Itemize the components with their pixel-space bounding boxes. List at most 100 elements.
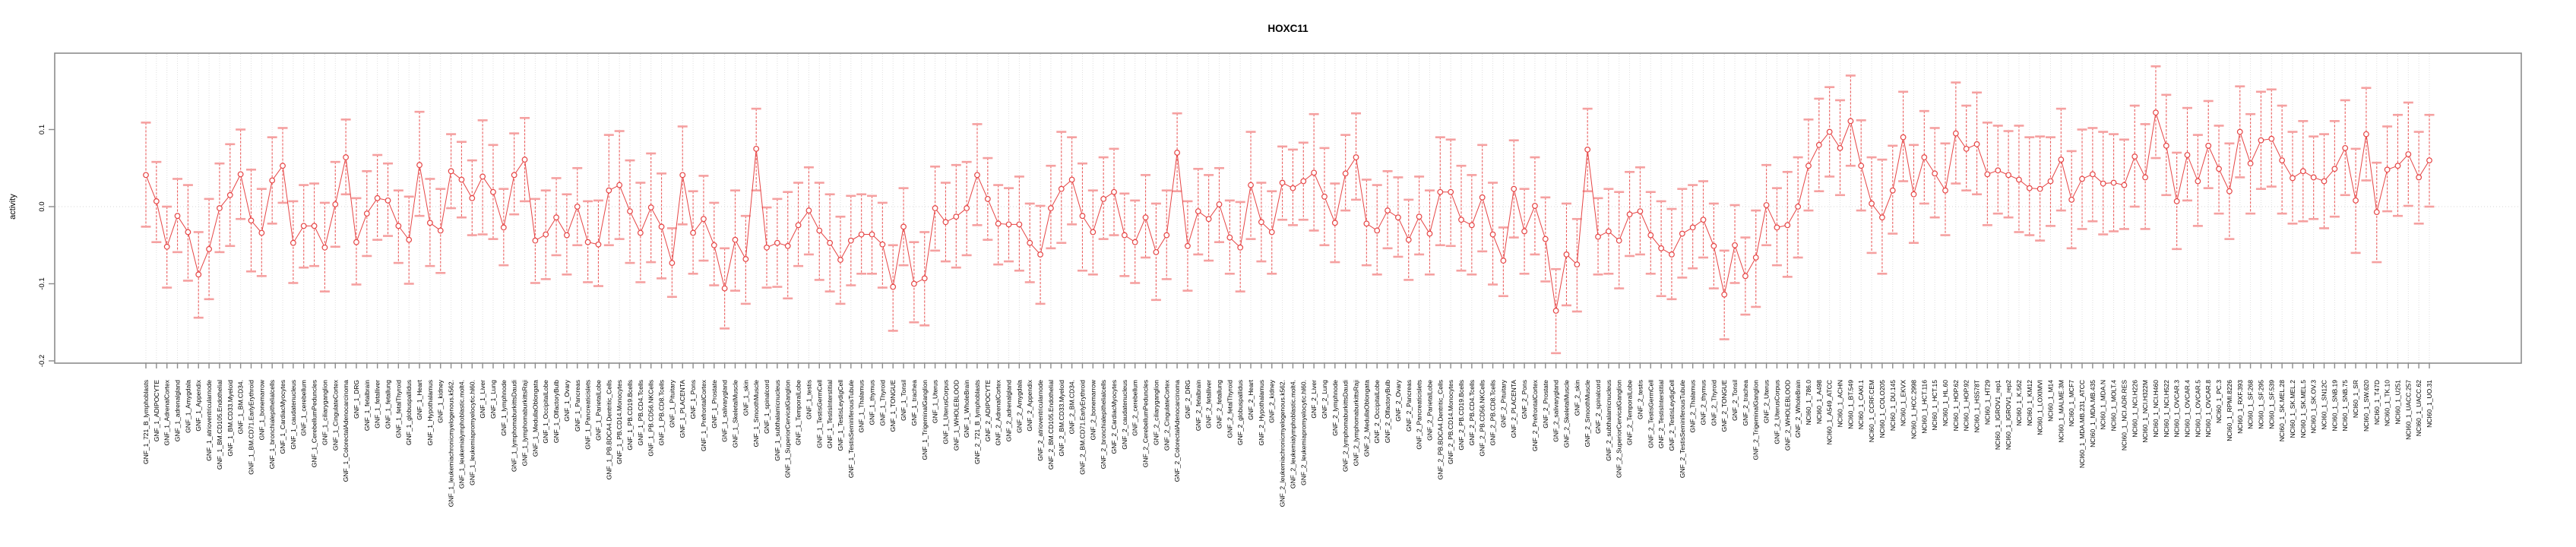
data-point: [1637, 208, 1644, 214]
x-tick-label: NCI60_1_NCI.ADR.RES: [2120, 380, 2128, 451]
x-tick-label: GNF_2_CerebellumPeduncles: [1142, 380, 1150, 467]
x-tick-label: GNF_1_OlfactoryBulb: [552, 380, 560, 443]
x-tick-label: GNF_1_PLACENTA: [679, 380, 686, 438]
y-tick-label: -0.2: [38, 355, 46, 367]
x-tick-label: GNF_2_skin: [1573, 380, 1581, 416]
x-tick-label: GNF_2_TestisInterstitial: [1657, 380, 1665, 448]
x-tick-label: NCI60_1_SK.MEL.5: [2299, 380, 2307, 438]
data-point: [437, 227, 444, 234]
data-point: [521, 157, 528, 163]
data-point: [816, 227, 823, 234]
data-point: [879, 241, 886, 248]
data-point: [2373, 209, 2380, 216]
x-tick-label: GNF_2_SkeletalMuscle: [1562, 380, 1570, 448]
data-point: [1185, 242, 1191, 249]
data-point: [1195, 208, 1201, 214]
x-tick-label: GNF_2_Liver: [1310, 380, 1318, 419]
x-tick-label: GNF_1_caudatenucleus: [290, 380, 297, 450]
data-point: [732, 236, 739, 243]
data-point: [479, 173, 486, 180]
data-point: [290, 239, 296, 246]
data-point: [2153, 109, 2159, 116]
x-tick-label: GNF_1_BM.CD105.Endothelial: [216, 380, 223, 470]
x-tick-label: GNF_1_PrefrontalCortex: [700, 379, 707, 451]
x-tick-label: GNF_2_SmoothMuscle: [1584, 380, 1591, 447]
x-tick-label: GNF_2_CardiacMyocytes: [1110, 380, 1118, 454]
x-tick-label: GNF_1_TestisGermCell: [815, 380, 823, 448]
data-point: [1426, 230, 1433, 237]
data-point: [185, 229, 191, 236]
data-point: [2131, 153, 2138, 160]
x-tick-label: NCI60_1_UO.31: [2426, 380, 2433, 428]
data-point: [784, 242, 791, 249]
x-tick-label: GNF_1_fetalliver: [374, 380, 381, 428]
series-line: [145, 112, 2430, 311]
x-tick-label: GNF_2_BM.CD105.Endothelial: [1047, 380, 1055, 470]
x-tick-label: GNF_2_Tonsil: [1731, 380, 1739, 421]
data-point: [332, 201, 339, 207]
x-tick-label: GNF_1_CingulateCortex: [331, 379, 339, 451]
x-tick-label: GNF_2_cerebellum: [1131, 380, 1139, 436]
data-point: [1153, 248, 1160, 255]
data-point: [1742, 273, 1748, 280]
data-point: [2299, 168, 2306, 175]
x-tick-label: GNF_1_WholeBrain: [963, 380, 970, 438]
x-tick-label: NCI60_1_NCI.H460: [2152, 380, 2160, 438]
x-tick-label: GNF_1_fetallung: [385, 380, 392, 429]
data-point: [1258, 219, 1264, 226]
x-tick-label: GNF_1_721_B_lymphoblasts: [142, 380, 150, 464]
data-point: [2195, 178, 2201, 185]
x-tick-label: GNF_1_OccipitalLobe: [542, 380, 549, 444]
data-point: [774, 239, 780, 246]
x-tick-label: NCI60_1_RXF.393: [2236, 380, 2244, 434]
data-point: [1311, 169, 1318, 176]
data-point: [1027, 239, 1033, 246]
data-point: [553, 214, 559, 221]
x-tick-label: NCI60_1_HOP.92: [1963, 380, 1970, 432]
x-tick-label: NCI60_1_T47D: [2373, 380, 2381, 425]
x-tick-label: GNF_2_TrigeminalGanglion: [1752, 380, 1760, 460]
data-points: [143, 109, 2432, 314]
data-point: [2163, 142, 2169, 149]
data-point: [574, 204, 581, 210]
data-point: [1542, 236, 1549, 242]
x-tick-label: GNF_1_SuperiorCervicalGanglion: [784, 380, 792, 478]
x-tick-label: NCI60_1_RPMI.8226: [2226, 380, 2233, 441]
data-point: [1521, 228, 1527, 235]
x-tick-label: GNF_1_spinalcord: [763, 380, 771, 434]
data-point: [1290, 185, 1296, 191]
data-point: [532, 237, 539, 244]
x-tick-label: GNF_1_Thyroid: [878, 380, 886, 426]
data-point: [658, 223, 665, 230]
data-point: [1647, 232, 1654, 239]
x-tick-label: GNF_2_TestisLeydigCell: [1668, 380, 1676, 451]
x-tick-label: NCI60_1_DU.145: [1889, 380, 1897, 431]
data-point: [2363, 131, 2369, 138]
data-point: [1700, 217, 1707, 223]
data-point: [805, 207, 812, 213]
x-tick-label: GNF_1_kidney: [437, 379, 445, 422]
data-point: [1921, 154, 1928, 160]
data-point: [2058, 157, 2065, 163]
y-tick-label: 0.1: [38, 125, 46, 134]
x-tick-label: GNF_2_lymphnode: [1331, 380, 1339, 436]
data-point: [1048, 205, 1054, 211]
x-tick-label: GNF_1_ParietalLobe: [594, 380, 602, 441]
data-point: [458, 176, 465, 183]
data-point: [1226, 234, 1233, 241]
x-tick-label: GNF_2_thymus: [1700, 380, 1707, 425]
data-point: [1963, 145, 1970, 152]
data-point: [942, 219, 949, 226]
x-tick-label: GNF_2_bronchialepithelialcells: [1100, 380, 1107, 469]
data-point: [1910, 191, 1917, 198]
x-tick-label: GNF_1_atrioventricularnode: [205, 380, 213, 461]
data-point: [2142, 174, 2149, 181]
x-tick-label: GNF_1_bronchialepithelialcells: [268, 380, 276, 469]
data-point: [764, 244, 770, 251]
x-tick-label: GNF_2_ADIPOCYTE: [984, 380, 992, 442]
data-point: [710, 242, 717, 248]
x-tick-label: GNF_2_Pons: [1521, 380, 1528, 419]
data-point: [795, 222, 802, 229]
data-point: [1511, 185, 1517, 192]
data-point: [311, 223, 318, 229]
